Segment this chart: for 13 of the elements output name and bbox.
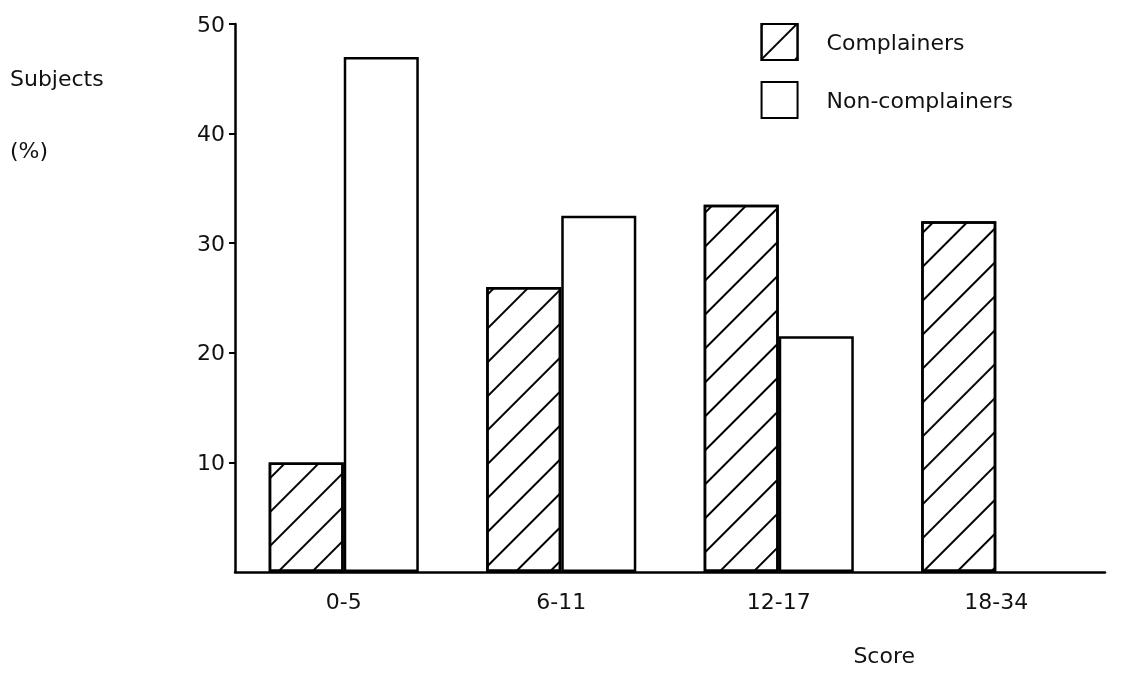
x-tick-label: 18-34 <box>964 588 1029 614</box>
y-tick-label: 40 <box>197 121 225 147</box>
y-tick-label: 20 <box>197 340 225 366</box>
y-tick-label: 50 <box>197 11 225 37</box>
x-tick-label: 12-17 <box>746 588 811 614</box>
y-tick-label: 10 <box>197 449 225 475</box>
x-tick-label: 6-11 <box>536 588 587 614</box>
y-tick-label: 30 <box>197 230 225 256</box>
legend-label: Complainers <box>826 29 965 55</box>
text: Subjects (%) <box>10 65 104 163</box>
x-axis-title: Score <box>853 642 915 668</box>
x-tick-label: 0-5 <box>325 588 362 614</box>
legend-label: Non-complainers <box>826 87 1014 113</box>
